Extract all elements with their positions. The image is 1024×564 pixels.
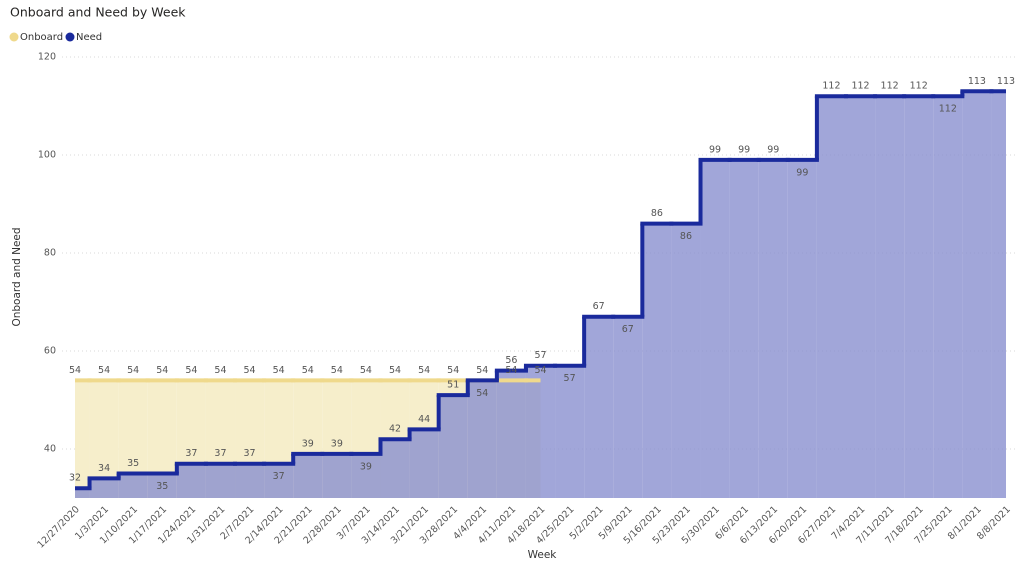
data-label: 54: [476, 388, 488, 399]
areas: [75, 91, 1006, 499]
area-segment: [729, 159, 759, 498]
area-segment: [787, 159, 817, 498]
data-label: 113: [968, 76, 986, 87]
legend-marker: [65, 32, 75, 42]
area-segment: [467, 380, 497, 498]
y-tick-label: 120: [38, 52, 56, 63]
data-label: 54: [302, 365, 314, 376]
y-tick-label: 40: [44, 444, 56, 455]
data-label: 54: [127, 365, 139, 376]
area-segment: [351, 453, 381, 498]
data-label: 112: [822, 81, 840, 92]
area-segment: [845, 96, 876, 498]
data-label: 54: [244, 365, 256, 376]
area-segment: [584, 316, 614, 498]
legend-marker: [9, 32, 19, 42]
data-label: 39: [302, 438, 314, 449]
data-label: 86: [651, 208, 663, 219]
area-segment: [962, 91, 992, 499]
data-label: 54: [447, 365, 459, 376]
data-label: 57: [564, 373, 576, 384]
data-label: 54: [476, 365, 488, 376]
data-label: 99: [767, 144, 779, 155]
area-segment: [525, 365, 556, 498]
data-label: 54: [273, 365, 285, 376]
area-segment: [758, 159, 788, 498]
data-label: 35: [127, 458, 139, 469]
area-segment: [642, 223, 672, 498]
data-label: 37: [244, 448, 256, 459]
legend-label: Onboard: [20, 32, 63, 43]
data-label: 42: [389, 424, 401, 435]
data-label: 54: [418, 365, 430, 376]
legend-label: Need: [76, 32, 102, 43]
data-label: 113: [997, 76, 1015, 87]
data-label: 54: [185, 365, 197, 376]
area-segment: [613, 316, 643, 498]
area-segment: [118, 473, 148, 498]
data-label: 54: [214, 365, 226, 376]
area-segment: [409, 429, 439, 498]
area-segment: [75, 488, 90, 498]
area-segment: [322, 453, 352, 498]
chart-title: Onboard and Need by Week: [10, 5, 186, 20]
area-segment: [89, 478, 119, 498]
data-label: 54: [360, 365, 372, 376]
area-segment: [555, 365, 585, 498]
x-tick-label: 12/27/2020: [35, 504, 82, 551]
area-segment: [700, 159, 730, 498]
data-label: 112: [881, 81, 899, 92]
area-segment: [235, 463, 265, 498]
data-label: 56: [505, 355, 517, 366]
data-label: 32: [69, 473, 81, 484]
area-segment: [933, 96, 963, 498]
data-label: 67: [622, 324, 634, 335]
area-segment: [205, 463, 236, 498]
data-label: 34: [98, 463, 110, 474]
data-label: 37: [273, 471, 285, 482]
area-segment: [438, 395, 468, 498]
data-label: 54: [69, 365, 81, 376]
area-segment: [496, 370, 526, 498]
area-segment: [176, 463, 206, 498]
area-segment: [816, 96, 846, 498]
area-segment: [75, 380, 90, 498]
y-tick-label: 80: [44, 248, 56, 259]
y-tick-label: 100: [38, 150, 56, 161]
data-label: 54: [156, 365, 168, 376]
area-segment: [875, 96, 905, 498]
data-label: 112: [851, 81, 869, 92]
x-axis-title: Week: [528, 549, 558, 561]
data-label: 67: [593, 301, 605, 312]
y-axis-title: Onboard and Need: [11, 227, 23, 326]
y-tick-label: 60: [44, 346, 56, 357]
data-label: 54: [534, 365, 546, 376]
area-segment: [380, 439, 410, 498]
data-label: 39: [331, 438, 343, 449]
data-label: 86: [680, 231, 692, 242]
data-label: 37: [185, 448, 197, 459]
data-label: 57: [534, 350, 546, 361]
area-segment: [264, 463, 294, 498]
data-label: 54: [505, 365, 517, 376]
data-label: 39: [360, 461, 372, 472]
area-segment: [904, 96, 934, 498]
data-label: 54: [389, 365, 401, 376]
data-label: 54: [98, 365, 110, 376]
data-label: 54: [331, 365, 343, 376]
area-segment: [991, 91, 1006, 499]
data-label: 44: [418, 414, 430, 425]
area-segment: [293, 453, 323, 498]
data-label: 99: [796, 167, 808, 178]
data-label: 112: [939, 104, 957, 115]
data-label: 35: [156, 481, 168, 492]
area-segment: [147, 473, 177, 498]
data-label: 99: [738, 144, 750, 155]
data-label: 112: [910, 81, 928, 92]
area-segment: [671, 223, 701, 498]
data-label: 51: [447, 380, 459, 391]
data-label: 37: [214, 448, 226, 459]
data-label: 99: [709, 144, 721, 155]
